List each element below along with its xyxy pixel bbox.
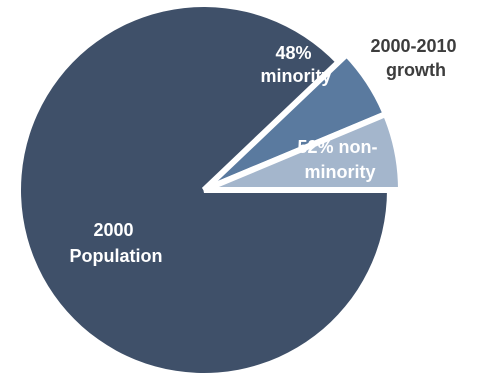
growth-annotation-line2: growth — [386, 60, 446, 80]
growth-annotation: 2000-2010 growth — [370, 36, 461, 80]
label-population-2000-line1: 2000 — [93, 220, 133, 240]
label-population-2000: 2000 Population — [70, 220, 163, 266]
growth-annotation-line1: 2000-2010 — [370, 36, 456, 56]
pie-slices — [20, 6, 405, 373]
label-growth-nonminority-line1: 52% non- — [297, 137, 377, 157]
label-growth-minority-line2: minority — [260, 66, 331, 86]
label-growth-nonminority: 52% non- minority — [297, 137, 382, 182]
label-growth-minority: 48% minority — [260, 43, 331, 86]
label-growth-minority-line1: 48% — [275, 43, 311, 63]
pie-slice-growth-nonminority — [202, 110, 405, 193]
label-population-2000-line2: Population — [70, 246, 163, 266]
label-growth-nonminority-line2: minority — [304, 162, 375, 182]
